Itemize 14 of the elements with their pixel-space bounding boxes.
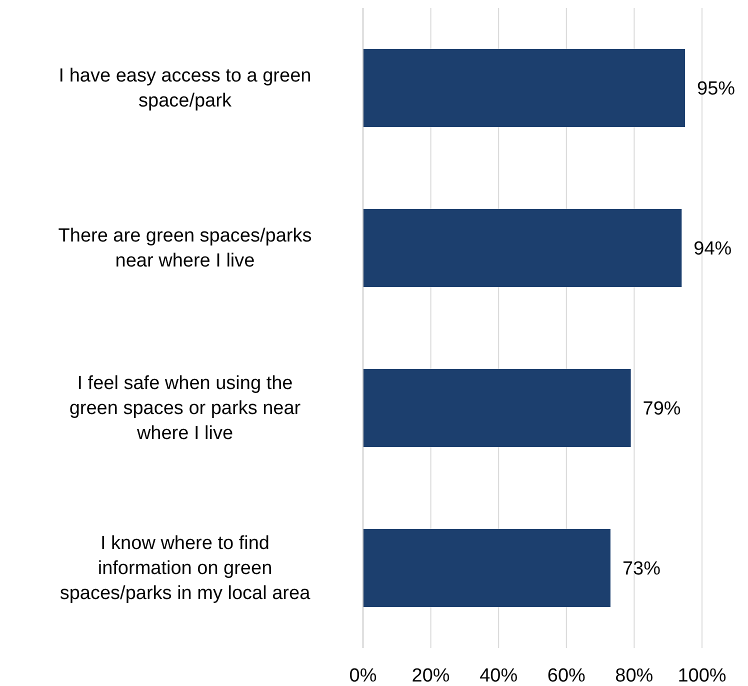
y-tick-label: I know where to find information on green spaces/parks in my local area (60, 532, 311, 604)
x-tick-label: 20% (412, 665, 450, 686)
x-tick-label: 40% (480, 665, 518, 686)
x-tick-label: 0% (349, 665, 377, 686)
data-label: 94% (694, 238, 732, 260)
y-tick-label: I feel safe when using the green spaces or parks near where I live (69, 372, 302, 444)
data-label: 79% (642, 398, 681, 420)
x-tick-label: 80% (615, 665, 654, 686)
x-tick-label: 60% (547, 665, 586, 686)
data-label: 73% (622, 558, 661, 580)
x-tick-label: 100% (678, 665, 726, 686)
data-label: 95% (697, 78, 736, 100)
y-tick-label: There are green spaces/parks near where I live (58, 225, 312, 271)
y-tick-label: I have easy access to a green space/park (58, 65, 312, 111)
